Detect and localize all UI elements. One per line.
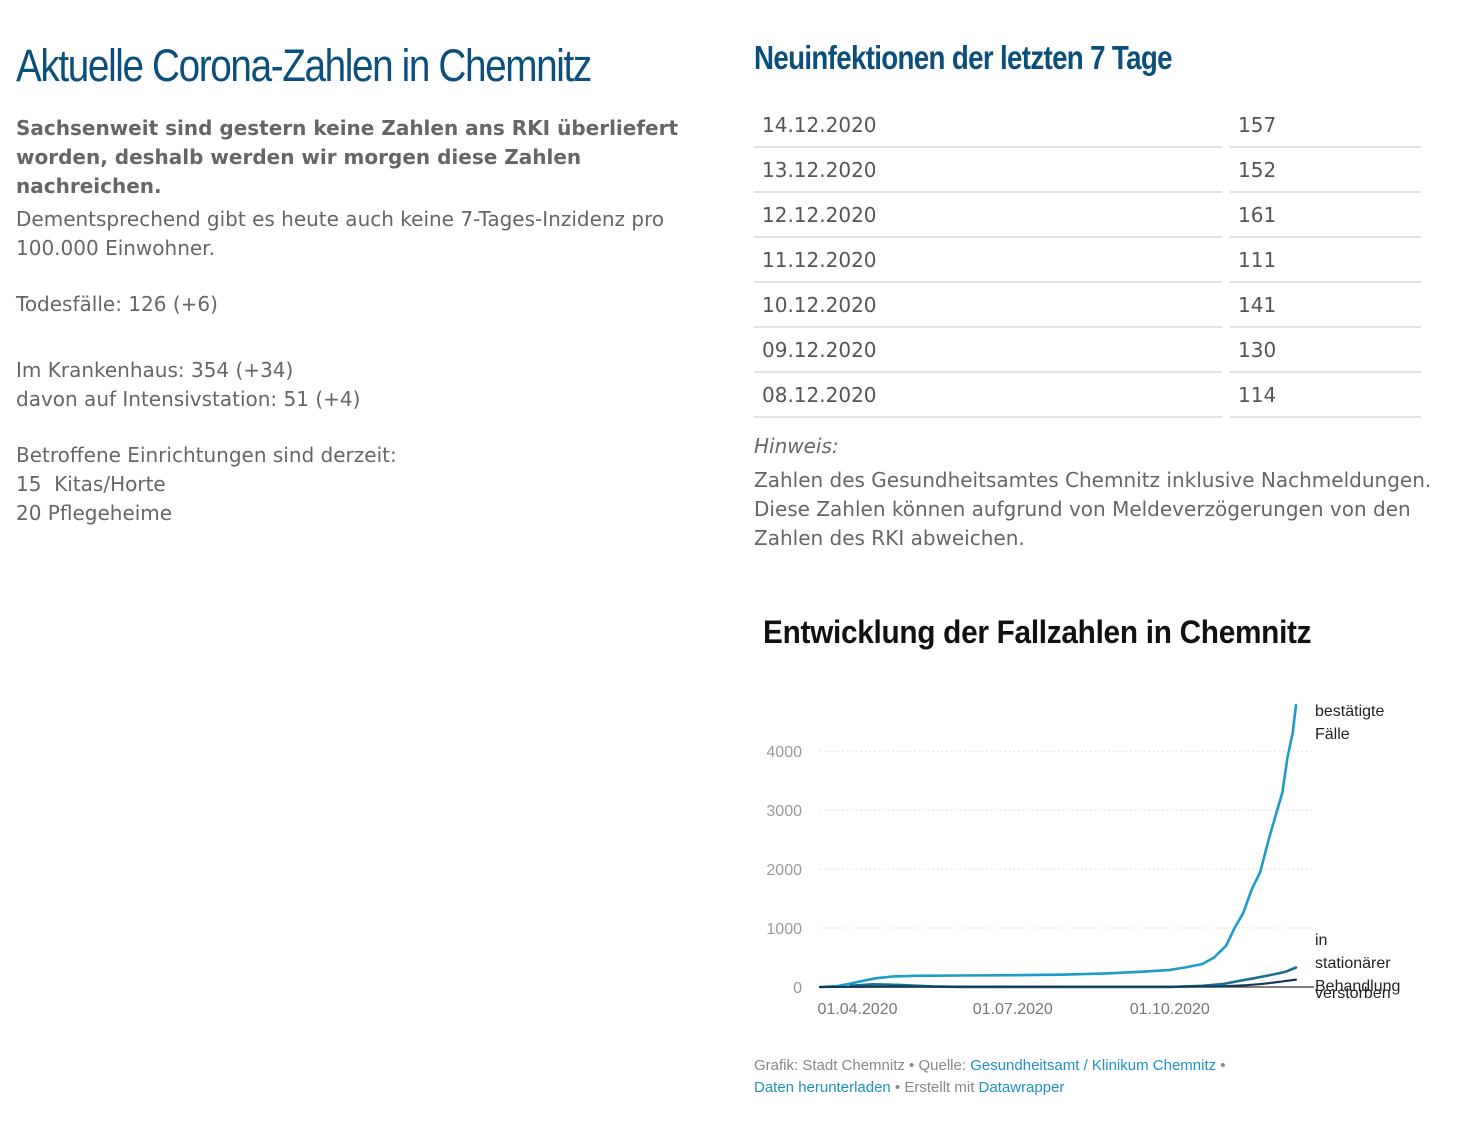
footer-grafik: Grafik: Stadt Chemnitz [754,1057,905,1074]
series-label-line: in [1315,932,1327,949]
right-column: Neuinfektionen der letzten 7 Tage 14.12.… [754,30,1434,553]
hospital-stat: Im Krankenhaus: 354 (+34) [16,358,294,382]
row-date: 08.12.2020 [754,373,1222,418]
download-data-link[interactable]: Daten herunterladen [754,1079,891,1096]
footer-separator: • [1216,1057,1226,1074]
series-label-line: verstorben [1315,985,1391,1002]
facility-pflegeheime: 20 Pflegeheime [16,501,173,525]
page-title: Aktuelle Corona-Zahlen in Chemnitz [16,40,592,91]
row-value: 141 [1230,283,1421,328]
hint-text: Zahlen des Gesundheitsamtes Chemnitz ink… [754,468,1432,550]
footer-created-label: Erstellt mit [904,1079,979,1096]
x-tick-label: 01.07.2020 [973,1001,1053,1018]
series-label-line: Fälle [1315,726,1350,743]
datawrapper-link[interactable]: Datawrapper [978,1079,1065,1096]
row-date: 13.12.2020 [754,148,1222,193]
row-date: 10.12.2020 [754,283,1222,328]
x-axis-ticks: 01.04.2020 01.07.2020 01.10.2020 [817,1001,1209,1018]
x-tick-label: 01.04.2020 [817,1001,897,1018]
series-line-1 [818,703,1298,989]
series-labels: bestätigte Fälle in stationärer Behandlungve… [1315,703,1400,1002]
table-row: 08.12.2020 114 [754,373,1421,418]
y-tick-label: 1000 [766,921,802,938]
facilities-heading: Betroffene Einrichtungen sind derzeit: [16,443,397,467]
footer-separator: • [904,1057,919,1074]
table-row: 12.12.2020 161 [754,193,1421,238]
series-line-2 [849,966,1298,989]
chart-footer: Grafik: Stadt Chemnitz • Quelle: Gesundh… [754,1055,1354,1099]
chart-grid [820,750,1314,988]
table-row: 10.12.2020 141 [754,283,1421,328]
hospital-block: Im Krankenhaus: 354 (+34) davon auf Inte… [16,356,706,414]
cases-table-title: Neuinfektionen der letzten 7 Tage [754,39,1173,76]
chart-title: Entwicklung der Fallzahlen in Chemnitz [763,614,1312,650]
row-value: 152 [1230,148,1421,193]
y-tick-label: 2000 [766,862,802,879]
series-label-1: bestätigte Fälle [1315,703,1384,743]
chart-series [818,703,1298,989]
row-value: 130 [1230,328,1421,373]
y-tick-label: 0 [793,980,802,997]
row-value: 111 [1230,238,1421,283]
y-tick-label: 4000 [766,744,802,761]
row-date: 09.12.2020 [754,328,1222,373]
table-row: 09.12.2020 130 [754,328,1421,373]
row-value: 114 [1230,373,1421,418]
y-tick-label: 3000 [766,803,802,820]
series-label-line: stationärer [1315,955,1391,972]
footer-quelle-label: Quelle: [918,1057,971,1074]
cases-table: 14.12.2020 157 13.12.2020 152 12.12.2020 16… [746,103,1429,418]
row-value: 161 [1230,193,1421,238]
footer-separator: • [890,1079,905,1096]
series-line-3 [818,978,1298,989]
row-date: 14.12.2020 [754,103,1222,148]
deaths-stat: Todesfälle: 126 (+6) [16,292,218,316]
y-axis-ticks: 0 1000 2000 3000 4000 [766,744,802,997]
row-date: 12.12.2020 [754,193,1222,238]
icu-stat: davon auf Intensivstation: 51 (+4) [16,387,361,411]
x-tick-label: 01.10.2020 [1130,1001,1210,1018]
facilities-block: Betroffene Einrichtungen sind derzeit: 1… [16,441,706,528]
facility-kitas: 15 Kitas/Horte [16,472,166,496]
table-row: 11.12.2020 111 [754,238,1421,283]
hint-label: Hinweis: [754,434,839,458]
table-row: 14.12.2020 157 [754,103,1421,148]
table-row: 13.12.2020 152 [754,148,1421,193]
series-label-line: Behandlung [1315,978,1400,995]
series-label-line: bestätigte [1315,703,1384,720]
series-label-3: verstorben [1315,985,1391,1002]
row-value: 157 [1230,103,1421,148]
series-label-2: in stationärer Behandlung [1315,932,1400,995]
incidence-note: Dementsprechend gibt es heute auch keine… [16,207,665,260]
source-link[interactable]: Gesundheitsamt / Klinikum Chemnitz [970,1057,1217,1074]
lead-paragraph: Sachsenweit sind gestern keine Zahlen an… [16,116,679,198]
row-date: 11.12.2020 [754,238,1222,283]
left-column: Aktuelle Corona-Zahlen in Chemnitz Sachs… [16,30,706,528]
